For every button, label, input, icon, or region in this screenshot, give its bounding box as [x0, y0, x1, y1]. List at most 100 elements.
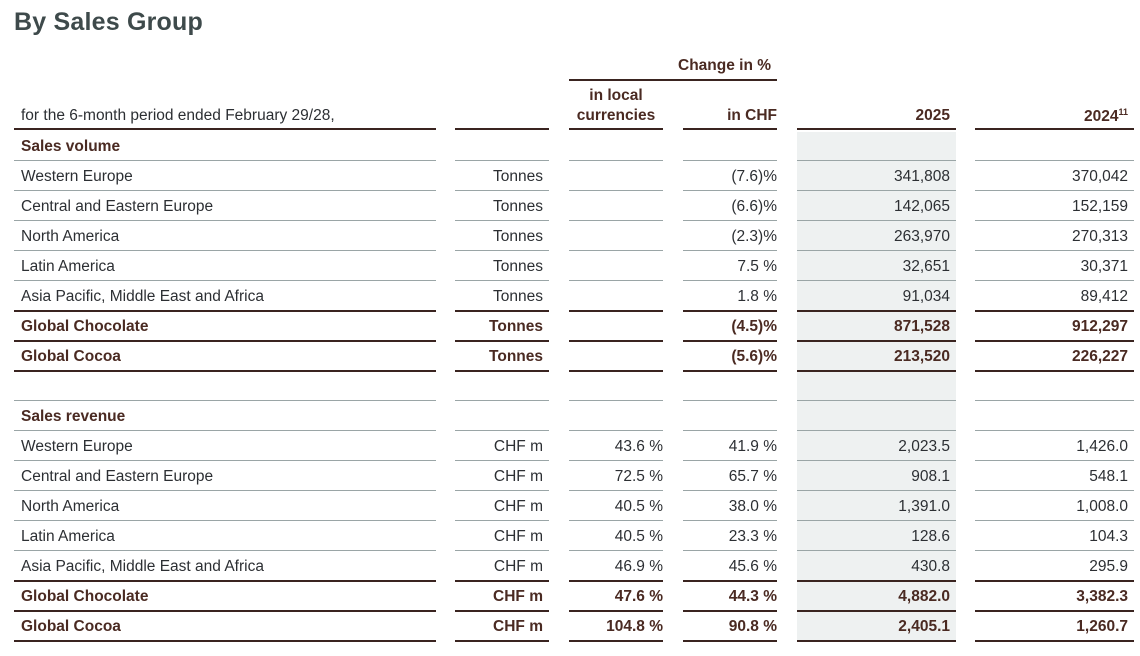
row-rule [797, 190, 956, 191]
row-rule [683, 400, 777, 401]
table-row: Latin America Tonnes 7.5 % 32,651 30,371 [0, 251, 1140, 281]
row-label: Latin America [21, 258, 115, 275]
row-rule [975, 550, 1134, 551]
row-rule [569, 400, 663, 401]
row-rule [14, 370, 436, 372]
value-2024: 295.9 [1089, 558, 1128, 575]
section-label: Sales revenue [21, 408, 126, 425]
row-rule [797, 640, 956, 642]
row-rule [975, 400, 1134, 401]
row-rule [455, 250, 549, 251]
row-unit: Tonnes [493, 288, 543, 305]
row-rule [14, 490, 436, 491]
row-rule [455, 310, 549, 312]
row-rule [975, 370, 1134, 372]
row-rule [683, 310, 777, 312]
row-rule [14, 640, 436, 642]
row-unit: Tonnes [489, 318, 543, 335]
row-rule [975, 490, 1134, 491]
row-rule [975, 280, 1134, 281]
row-rule [455, 580, 549, 582]
change-local-currencies: 46.9 % [614, 558, 663, 575]
row-rule [683, 580, 777, 582]
row-rule [683, 520, 777, 521]
row-rule [14, 160, 436, 161]
row-rule [975, 430, 1134, 431]
row-rule [975, 190, 1134, 191]
header-rule-local [569, 128, 663, 130]
row-rule [797, 370, 956, 372]
header-rule-2024 [975, 128, 1134, 130]
change-in-chf: (4.5)% [731, 318, 777, 335]
row-label: Asia Pacific, Middle East and Africa [21, 558, 264, 575]
row-rule [455, 490, 549, 491]
change-local-currencies: 43.6 % [614, 438, 663, 455]
value-2024: 30,371 [1080, 258, 1128, 275]
section-label: Sales volume [21, 138, 121, 155]
table-row: Global Chocolate CHF m 47.6 % 44.3 % 4,882.0… [0, 581, 1140, 611]
row-unit: Tonnes [489, 348, 543, 365]
row-rule [455, 190, 549, 191]
row-rule [569, 520, 663, 521]
table-row: Global Chocolate Tonnes (4.5)% 871,528 912,2… [0, 311, 1140, 341]
row-rule [797, 430, 956, 431]
row-unit: Tonnes [493, 258, 543, 275]
value-2025: 142,065 [893, 198, 950, 215]
row-unit: CHF m [493, 438, 543, 455]
change-in-chf: 90.8 % [728, 618, 777, 635]
change-in-chf: (6.6)% [731, 198, 777, 215]
row-label: North America [21, 498, 120, 515]
row-rule [797, 220, 956, 221]
change-in-chf: 7.5 % [737, 258, 777, 275]
period-label: for the 6-month period ended February 29… [21, 107, 335, 124]
row-rule [455, 520, 549, 521]
row-rule [683, 490, 777, 491]
row-rule [569, 430, 663, 431]
header-rule-chf [683, 128, 777, 130]
row-rule [14, 280, 436, 281]
table-row: Latin America CHF m 40.5 % 23.3 % 128.6 104.3 [0, 521, 1140, 551]
row-unit: CHF m [493, 588, 543, 605]
change-in-chf: (2.3)% [731, 228, 777, 245]
row-rule [14, 400, 436, 401]
row-rule [797, 580, 956, 582]
value-2024: 3,382.3 [1076, 588, 1128, 605]
table-row: Western Europe CHF m 43.6 % 41.9 % 2,023.5 1,… [0, 431, 1140, 461]
row-rule [683, 430, 777, 431]
value-2025: 128.6 [911, 528, 950, 545]
row-label: Global Cocoa [21, 348, 121, 365]
row-rule [797, 520, 956, 521]
value-2024: 104.3 [1089, 528, 1128, 545]
row-rule [797, 280, 956, 281]
row-rule [569, 370, 663, 372]
table-row: Central and Eastern Europe Tonnes (6.6)% 14… [0, 191, 1140, 221]
value-2024: 1,008.0 [1076, 498, 1128, 515]
row-rule [975, 220, 1134, 221]
row-rule [455, 430, 549, 431]
value-2024: 226,227 [1071, 348, 1128, 365]
row-rule [975, 640, 1134, 642]
row-rule [14, 580, 436, 582]
row-unit: CHF m [493, 498, 543, 515]
local-currencies-header-line2: currencies [576, 107, 656, 124]
section-header-row: Sales volume [0, 131, 1140, 161]
row-rule [683, 640, 777, 642]
section-header-row: Sales revenue [0, 401, 1140, 431]
change-in-chf: 38.0 % [728, 498, 777, 515]
header-rule-unit [455, 128, 549, 130]
year-2025-header: 2025 [915, 107, 950, 124]
row-rule [455, 280, 549, 281]
value-2025: 263,970 [893, 228, 950, 245]
row-rule [569, 160, 663, 161]
change-in-chf: 65.7 % [728, 468, 777, 485]
row-rule [569, 280, 663, 281]
change-in-percent-header: Change in % [678, 57, 772, 74]
row-rule [569, 460, 663, 461]
row-rule [797, 490, 956, 491]
row-rule [455, 460, 549, 461]
value-2025: 4,882.0 [898, 588, 950, 605]
row-rule [455, 640, 549, 642]
row-label: Western Europe [21, 438, 133, 455]
in-chf-header: in CHF [727, 107, 777, 124]
value-2024: 548.1 [1089, 468, 1128, 485]
